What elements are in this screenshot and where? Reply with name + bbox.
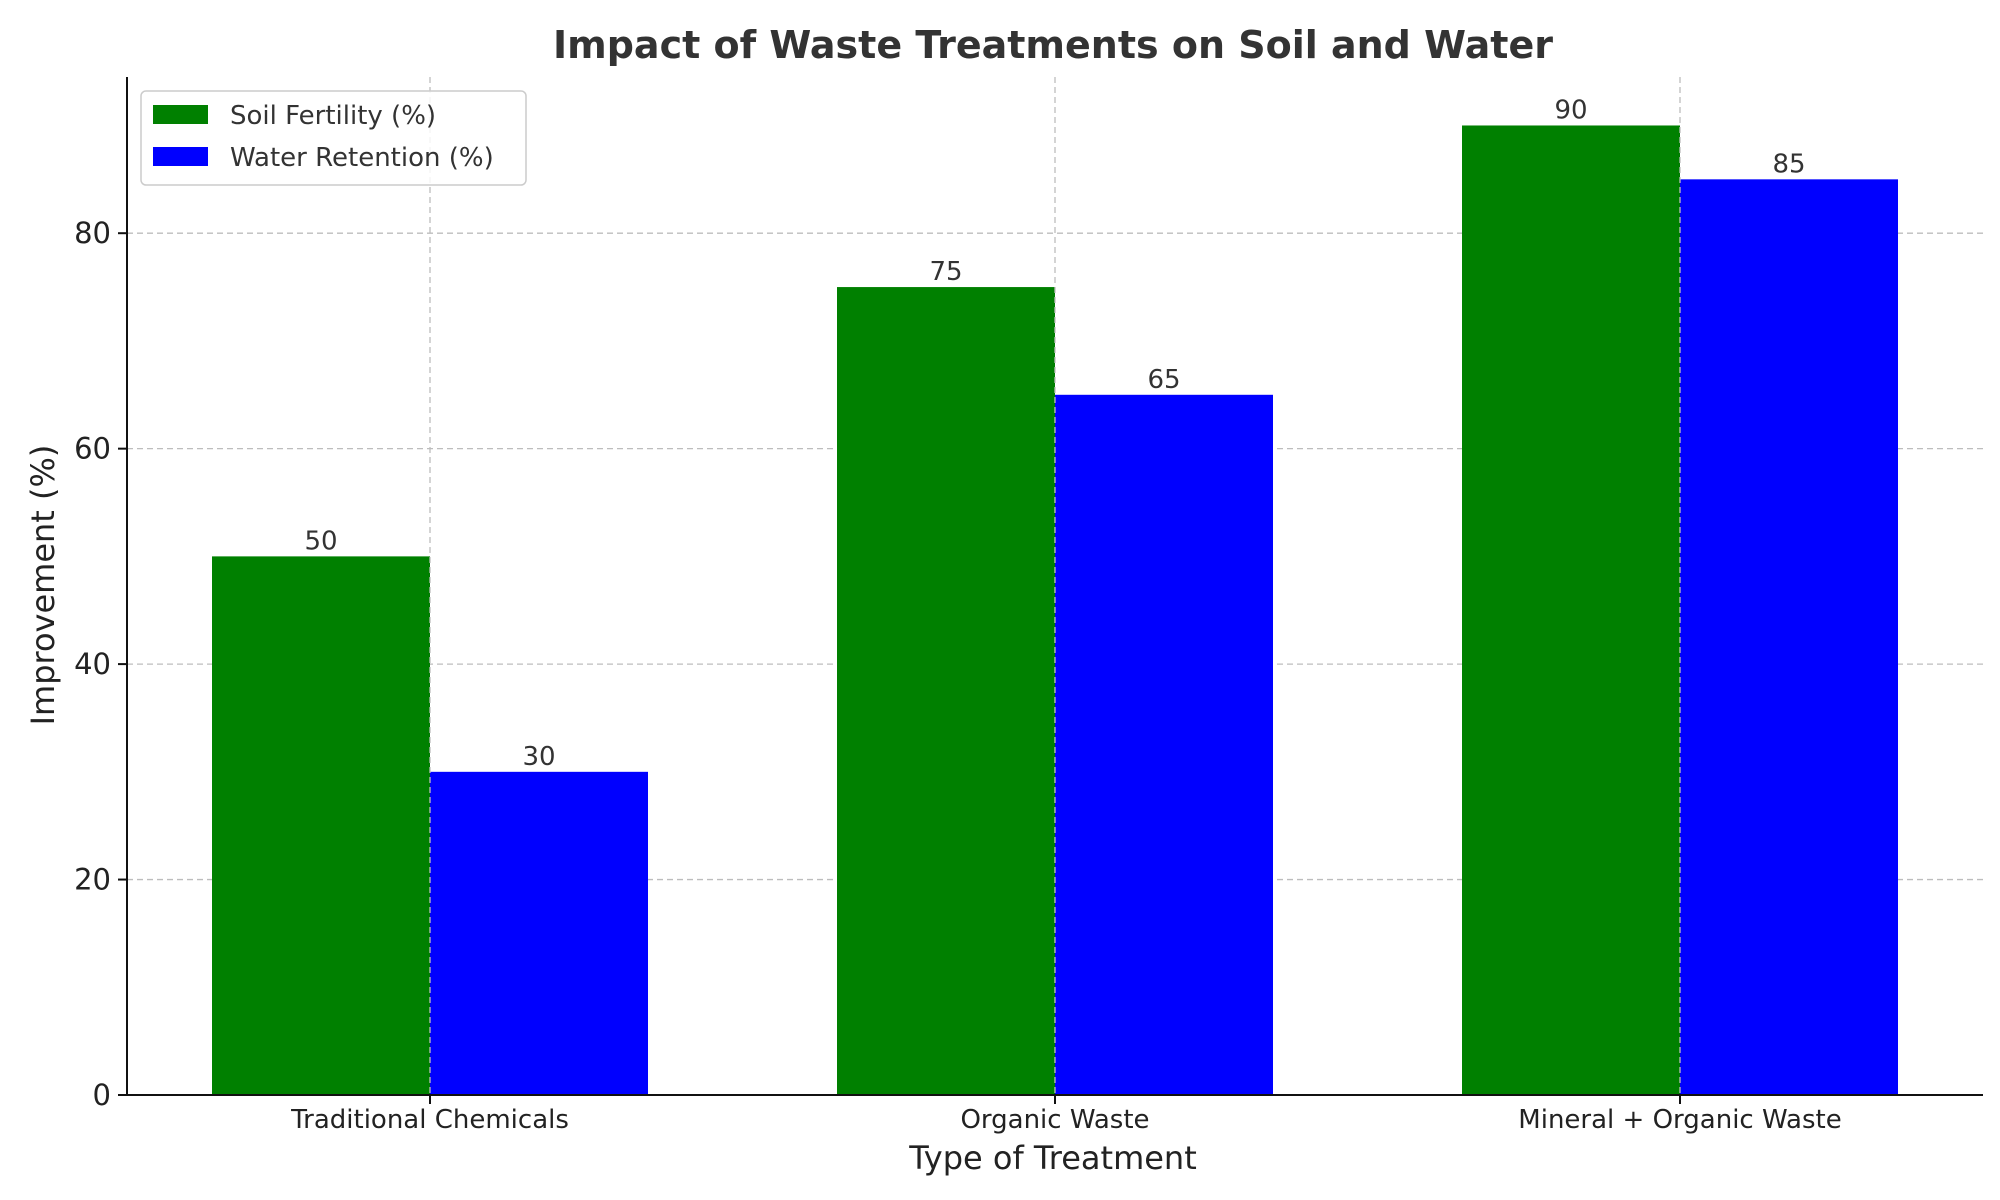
bar-water-retention-1	[1055, 394, 1273, 1096]
chart-title: Impact of Waste Treatments on Soil and W…	[553, 23, 1553, 67]
y-tick-label: 80	[74, 216, 111, 250]
data-label: 75	[929, 257, 962, 287]
legend-swatch	[153, 147, 208, 166]
x-tick-label: Mineral + Organic Waste	[1518, 1105, 1841, 1135]
data-labels: 50 30 75 65 90 85	[304, 77, 1806, 1095]
bars	[212, 125, 1898, 1096]
y-tick-label: 40	[74, 647, 111, 681]
data-label: 65	[1147, 365, 1180, 395]
bar-water-retention-0	[430, 771, 648, 1095]
legend: Soil Fertility (%) Water Retention (%)	[140, 90, 527, 186]
data-label: 50	[304, 526, 337, 556]
axes: 0 20 40 60 80 Traditional Chemicals Organic Wa…	[74, 77, 1983, 1135]
x-tick-label: Organic Waste	[960, 1105, 1149, 1135]
legend-box	[140, 90, 527, 186]
legend-label: Soil Fertility (%)	[230, 101, 436, 131]
bar-soil-fertility-2	[1462, 125, 1680, 1095]
legend-label: Water Retention (%)	[230, 143, 494, 173]
data-label: 90	[1554, 95, 1587, 125]
data-label: 85	[1772, 149, 1805, 179]
y-tick-label: 60	[74, 432, 111, 466]
bar-soil-fertility-1	[837, 287, 1055, 1096]
bar-water-retention-2	[1680, 179, 1898, 1095]
y-axis-label: Improvement (%)	[24, 445, 62, 726]
legend-swatch	[153, 105, 208, 124]
bar-soil-fertility-0	[212, 556, 430, 1095]
y-tick-label: 0	[93, 1078, 111, 1112]
y-tick-label: 20	[74, 863, 111, 897]
x-axis-label: Type of Treatment	[908, 1139, 1197, 1177]
data-label: 30	[522, 742, 555, 772]
x-tick-label: Traditional Chemicals	[290, 1105, 569, 1135]
